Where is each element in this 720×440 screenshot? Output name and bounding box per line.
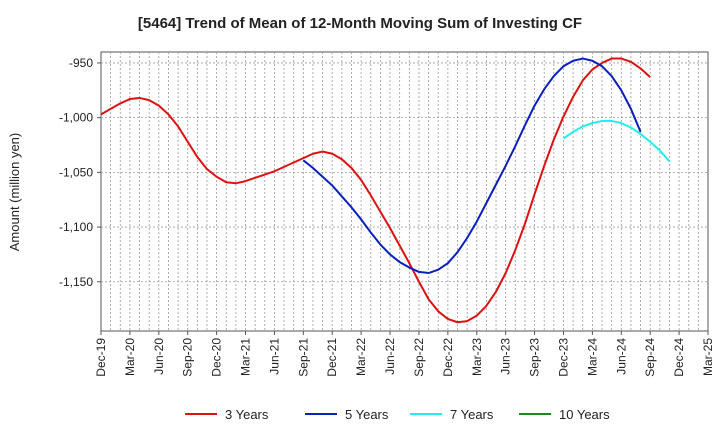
x-tick-label: Mar-23 bbox=[470, 338, 484, 376]
x-tick-label: Dec-22 bbox=[441, 338, 455, 377]
x-tick-label: Sep-20 bbox=[181, 338, 195, 377]
y-axis: -950 -1,000 -1,050 -1,100 -1,150 bbox=[59, 56, 101, 289]
series-line-3-years bbox=[100, 57, 651, 324]
chart-title: [5464] Trend of Mean of 12-Month Moving … bbox=[138, 15, 582, 32]
x-tick-label: Dec-24 bbox=[672, 338, 686, 377]
x-tick-label: Sep-23 bbox=[528, 338, 542, 377]
legend-3-years-label: 3 Years bbox=[225, 407, 269, 422]
legend-10-years-label: 10 Years bbox=[559, 407, 610, 422]
y-axis-label: Amount (million yen) bbox=[7, 133, 22, 252]
x-tick-label: Sep-22 bbox=[412, 338, 426, 377]
x-tick-label: Dec-21 bbox=[325, 338, 339, 377]
x-tick-label: Jun-21 bbox=[267, 338, 281, 375]
series-line-7-years bbox=[562, 119, 671, 163]
y-tick-label: -1,050 bbox=[59, 165, 93, 179]
plot-border bbox=[100, 51, 709, 332]
y-tick-label: -1,150 bbox=[59, 275, 93, 289]
x-tick-label: Jun-22 bbox=[383, 338, 397, 375]
x-axis: Dec-19 Mar-20 Jun-20 Sep-20 Dec-20 Mar-21 Jun-… bbox=[94, 331, 715, 377]
x-tick-label: Mar-25 bbox=[701, 338, 715, 376]
y-tick-label: -1,000 bbox=[59, 111, 93, 125]
x-tick-label: Jun-20 bbox=[152, 338, 166, 375]
x-tick-label: Jun-23 bbox=[499, 338, 513, 375]
x-tick-label: Sep-21 bbox=[296, 338, 310, 377]
x-tick-label: Mar-20 bbox=[123, 338, 137, 376]
x-tick-label: Mar-22 bbox=[354, 338, 368, 376]
x-tick-label: Mar-24 bbox=[585, 338, 599, 376]
legend: 3 Years 5 Years 7 Years 10 Years bbox=[185, 407, 610, 422]
x-tick-label: Jun-24 bbox=[614, 338, 628, 375]
legend-5-years-label: 5 Years bbox=[345, 407, 389, 422]
plot-area bbox=[100, 51, 709, 332]
x-tick-label: Mar-21 bbox=[239, 338, 253, 376]
series-group bbox=[100, 57, 671, 324]
y-tick-label: -1,100 bbox=[59, 220, 93, 234]
x-tick-label: Sep-24 bbox=[643, 338, 657, 377]
x-tick-label: Dec-19 bbox=[94, 338, 108, 377]
series-line-5-years bbox=[302, 57, 642, 275]
x-tick-label: Dec-20 bbox=[210, 338, 224, 377]
legend-7-years-label: 7 Years bbox=[450, 407, 494, 422]
grid bbox=[101, 52, 708, 331]
x-tick-label: Dec-23 bbox=[556, 338, 570, 377]
y-tick-label: -950 bbox=[69, 56, 93, 70]
